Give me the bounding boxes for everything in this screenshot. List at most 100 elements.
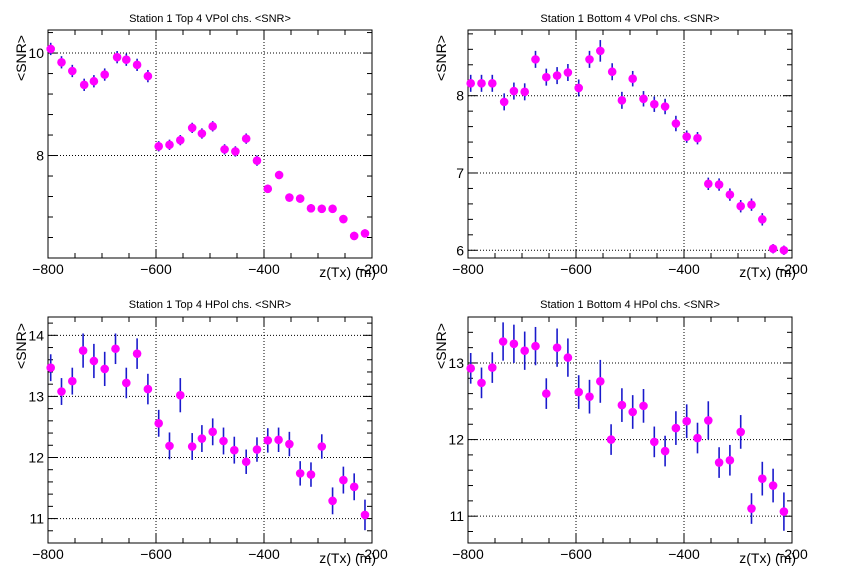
data-point [220,145,229,154]
data-point [650,437,659,447]
y-tick-label: 12 [28,449,44,465]
data-point [606,435,616,444]
data-point [520,87,529,97]
y-axis-label: <SNR> [13,323,29,369]
data-point [306,204,316,213]
data-point [650,99,659,109]
data-point [154,418,163,428]
x-tick-label: −400 [248,546,280,562]
data-point [509,339,519,349]
data-point [328,496,337,506]
data-point [585,55,594,64]
data-point [111,344,120,354]
data-point [693,133,702,143]
data-point [165,441,174,451]
data-point [57,387,66,396]
data-point [682,132,691,141]
data-point [219,436,228,446]
data-point [360,229,370,238]
data-point [747,200,756,209]
data-point [693,433,702,443]
data-point [477,79,486,88]
data-point [542,389,551,398]
panel-bottom-vpol: Station 1 Bottom 4 VPol chs. <SNR> <SNR>… [433,13,808,280]
y-axis-label: <SNR> [13,35,29,81]
data-point [263,184,273,194]
data-point [563,68,573,77]
plot-frame [467,29,793,259]
y-tick-label: 13 [448,355,464,371]
data-point [241,457,251,467]
data-point [660,102,670,111]
data-point [552,343,562,352]
data-point [671,119,681,128]
data-point [285,439,294,449]
data-point [274,435,283,445]
data-point [725,190,735,199]
x-tick-label: −800 [32,261,64,277]
y-tick-label: 11 [449,508,464,524]
data-point [714,458,724,467]
plot-area: −800 −600 −400 −200 8 10 [28,29,388,277]
plot-area: −800 −600 −400 −200 6 7 8 [452,29,808,277]
panel-title: Station 1 Bottom 4 VPol chs. <SNR> [540,13,719,25]
data-point [488,79,497,88]
x-tick-label: −600 [560,546,592,562]
data-point [349,231,359,241]
data-point [57,57,66,67]
data-point [143,71,153,81]
data-point [176,390,185,400]
data-point [498,337,508,346]
data-point [704,179,713,189]
plot-area: −800 −600 −400 −200 11 12 13 [448,316,808,562]
data-point [317,204,327,214]
data-point [328,204,337,214]
data-point [563,353,573,362]
y-tick-label: 6 [456,242,464,258]
data-point [306,470,316,479]
x-tick-label: −600 [560,261,592,277]
data-point [509,86,519,96]
data-point [617,96,627,105]
data-point [779,245,789,255]
data-point [520,346,529,356]
data-point [628,74,637,83]
data-point [208,427,217,437]
data-point [165,140,174,150]
x-axis-label: z(Tx) (m) [319,550,376,566]
data-point [768,481,778,490]
data-point [100,70,109,79]
data-point [488,363,497,372]
data-point [100,364,109,374]
x-tick-label: −800 [452,546,484,562]
data-point [274,170,284,180]
data-point [466,79,476,88]
y-tick-label: 10 [28,45,44,61]
y-tick-label: 11 [29,511,44,527]
data-point [725,455,735,465]
x-axis-label: z(Tx) (m) [319,264,376,280]
data-point [263,436,273,445]
y-axis-label: <SNR> [433,35,449,81]
data-point [230,445,239,455]
panel-top-hpol: Station 1 Top 4 HPol chs. <SNR> <SNR> z(… [13,299,388,566]
data-point [628,407,637,417]
x-tick-label: −400 [668,546,700,562]
x-axis-label: z(Tx) (m) [739,550,796,566]
data-point [78,346,88,355]
data-point [252,445,262,454]
data-point [46,363,55,372]
data-point [231,147,240,156]
data-point [46,44,55,54]
panel-top-vpol: Station 1 Top 4 VPol chs. <SNR> <SNR> z(… [13,13,388,280]
data-point [758,215,767,224]
data-point [768,244,778,254]
x-tick-label: −800 [452,261,484,277]
data-point [241,134,251,143]
data-point [607,67,617,77]
data-point [704,416,713,425]
data-point [197,434,207,443]
data-point [197,129,207,138]
plot-area: −800 −600 −400 −200 11 12 13 14 [28,316,388,562]
data-point [349,482,359,492]
